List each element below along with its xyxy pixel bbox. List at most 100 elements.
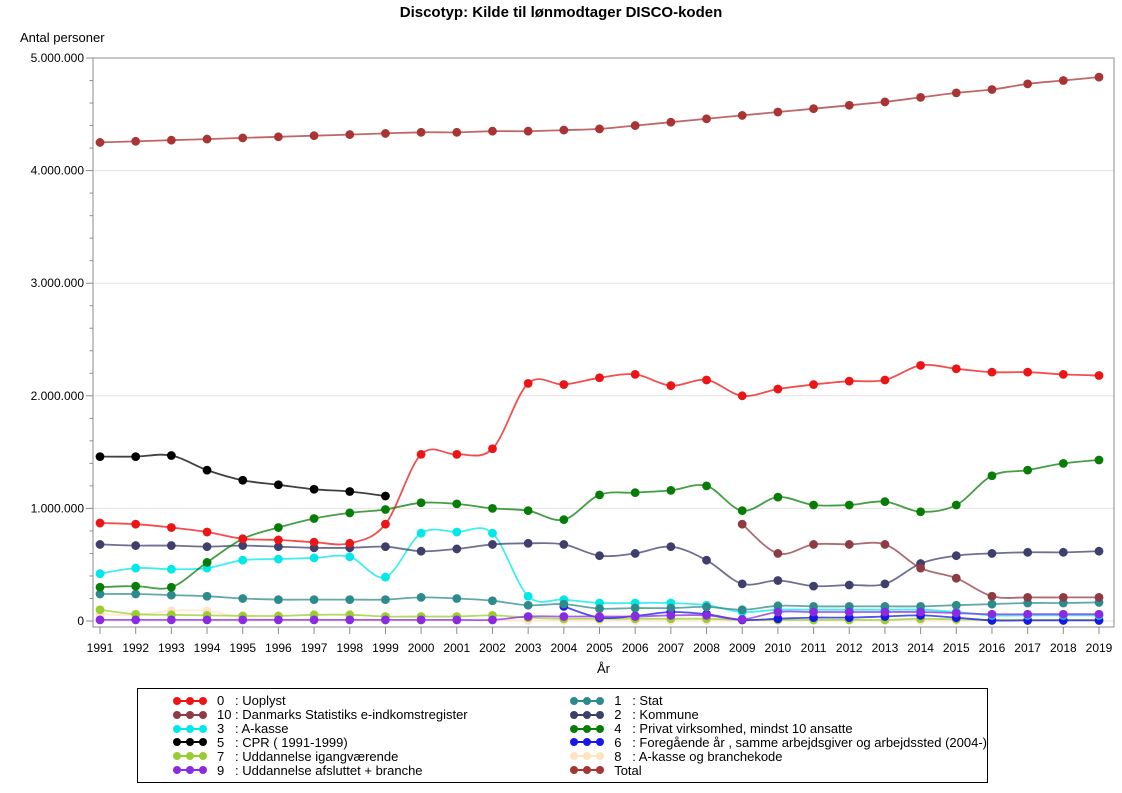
legend-code: 1 [614, 693, 622, 709]
series-marker-total [951, 88, 961, 98]
legend-label: : Kommune [632, 707, 699, 723]
series-marker-4 [951, 500, 961, 510]
series-marker-0 [809, 380, 818, 389]
legend-item-10: 10: Danmarks Statistiks e-indkomstregist… [138, 708, 535, 722]
series-marker-9 [166, 615, 176, 625]
series-marker-2 [273, 542, 283, 552]
series-marker-4 [702, 481, 711, 491]
series-marker-4 [1058, 458, 1068, 468]
series-marker-0 [452, 449, 462, 459]
series-marker-4 [666, 485, 676, 495]
legend-label: : A-kasse [235, 721, 289, 737]
series-marker-4 [166, 582, 176, 592]
series-marker-1 [523, 600, 533, 610]
series-marker-total [523, 126, 533, 136]
series-marker-0 [702, 375, 711, 385]
legend-marker-2 [570, 710, 605, 719]
legend-label: : A-kasse og branchekode [632, 748, 783, 764]
legend-label: : CPR ( 1991-1999) [235, 734, 348, 750]
legend-code: 3 [217, 721, 225, 737]
series-marker-total [773, 107, 783, 117]
series-marker-4 [202, 558, 212, 567]
series-marker-1 [666, 603, 676, 613]
series-marker-1 [488, 596, 497, 606]
series-marker-2 [1094, 546, 1104, 556]
series-marker-10 [1023, 592, 1033, 602]
series-marker-5 [345, 487, 355, 496]
x-tick-label: 2017 [1014, 641, 1041, 655]
legend-item-1: 1: Stat [535, 694, 987, 708]
series-marker-2 [452, 544, 462, 554]
legend-marker-0 [173, 696, 207, 705]
legend-code: 10 [217, 707, 232, 723]
series-marker-9 [666, 610, 676, 620]
series-marker-4 [452, 499, 462, 509]
x-tick-label: 2001 [443, 641, 470, 655]
series-4 [95, 455, 1104, 592]
series-marker-total [166, 135, 176, 145]
series-marker-2 [166, 541, 176, 550]
series-marker-2 [488, 540, 497, 549]
series-marker-9 [95, 615, 105, 625]
legend-item-3: 3 : A-kasse [138, 722, 535, 736]
series-marker-total [416, 127, 426, 137]
legend-marker-7 [173, 752, 207, 761]
series-marker-total [131, 136, 141, 146]
series-marker-0 [488, 444, 497, 454]
series-line-6 [563, 605, 1099, 622]
series-marker-1 [273, 595, 283, 605]
x-tick-label: 2010 [765, 641, 792, 655]
series-marker-2 [666, 542, 676, 552]
series-line-4 [99, 459, 1100, 590]
x-tick-label: 2013 [872, 641, 899, 655]
series-marker-total [95, 138, 105, 147]
series-marker-2 [1023, 547, 1033, 557]
x-tick-label: 2008 [693, 641, 720, 655]
series-marker-4 [273, 523, 283, 532]
series-marker-1 [95, 589, 105, 599]
series-marker-2 [737, 579, 747, 589]
y-tick-label: 3.000.000 [31, 276, 85, 290]
x-tick-label: 1998 [336, 641, 363, 655]
series-10 [737, 519, 1104, 602]
series-marker-10 [951, 573, 961, 583]
series-marker-9 [844, 607, 854, 617]
series-marker-1 [773, 601, 783, 611]
series-marker-10 [1058, 592, 1068, 602]
legend-code: 5 [217, 734, 225, 750]
series-marker-9 [452, 615, 462, 625]
series-marker-0 [202, 527, 212, 537]
series-marker-10 [1094, 592, 1104, 602]
x-tick-label: 1994 [194, 641, 221, 655]
series-marker-5 [95, 452, 105, 462]
y-tick-label: 1.000.000 [31, 501, 85, 515]
series-marker-1 [345, 595, 355, 605]
series-marker-4 [737, 506, 747, 516]
series-9 [95, 607, 1104, 625]
series-marker-5 [238, 475, 248, 485]
series-marker-total [452, 127, 462, 137]
x-tick-label: 2007 [658, 641, 685, 655]
series-marker-2 [131, 541, 141, 550]
legend-marker-9 [173, 766, 207, 775]
legend-marker-10 [173, 710, 207, 719]
series-marker-9 [916, 607, 926, 617]
series-marker-0 [951, 364, 961, 374]
series-marker-2 [416, 546, 426, 556]
legend-marker-total [570, 766, 605, 775]
series-marker-4 [1023, 465, 1033, 475]
series-marker-5 [381, 491, 390, 501]
series-2 [95, 538, 1104, 591]
series-marker-9 [1058, 609, 1068, 619]
series-marker-4 [309, 514, 319, 523]
legend-code: 4 [614, 721, 622, 737]
series-marker-1 [951, 600, 961, 610]
series-marker-3 [273, 554, 283, 564]
x-tick-label: 2011 [801, 641, 827, 655]
series-marker-2 [809, 581, 818, 591]
series-0 [95, 360, 1104, 548]
series-marker-9 [630, 612, 640, 621]
series-marker-total [987, 85, 997, 94]
legend-marker-1 [570, 696, 605, 705]
series-marker-2 [987, 549, 997, 558]
